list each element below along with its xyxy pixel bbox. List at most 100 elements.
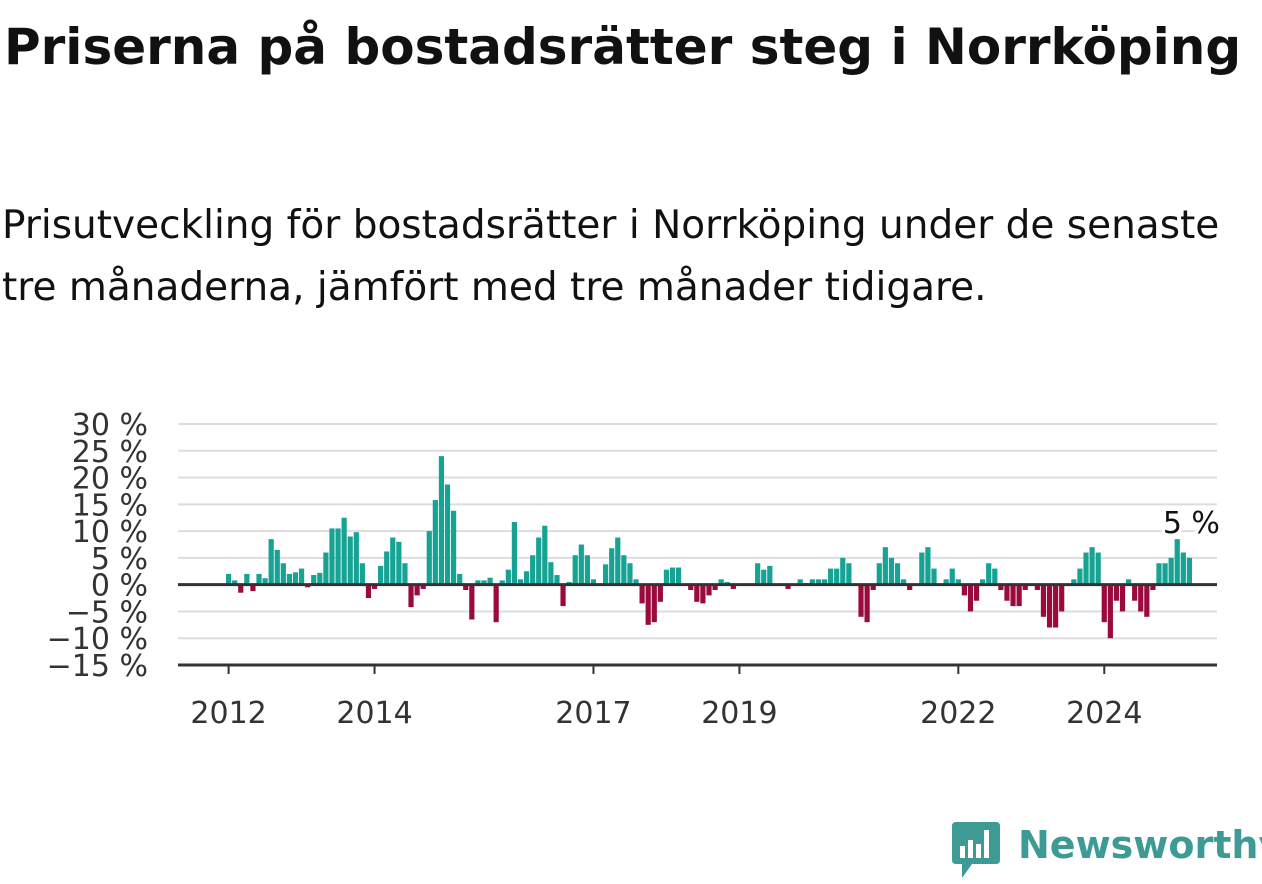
- bar: [317, 572, 323, 585]
- bar: [353, 532, 359, 585]
- newsworthy-logo-icon: [952, 822, 1000, 878]
- bar: [797, 579, 803, 585]
- bar: [384, 551, 390, 585]
- bar: [888, 557, 895, 585]
- bar: [973, 584, 980, 601]
- bar: [341, 517, 347, 585]
- bar: [1107, 584, 1113, 639]
- bar: [1040, 584, 1047, 617]
- bar: [1156, 563, 1162, 585]
- bar: [457, 573, 463, 585]
- bar: [536, 537, 542, 585]
- bar: [730, 584, 736, 589]
- bar: [1016, 584, 1022, 607]
- bar: [943, 579, 949, 585]
- bar: [840, 557, 846, 585]
- bar: [761, 569, 767, 585]
- bar: [426, 531, 432, 585]
- bar: [688, 584, 694, 591]
- bar: [1022, 584, 1028, 591]
- bar: [663, 569, 670, 585]
- bar: [809, 579, 815, 585]
- bar: [371, 584, 378, 589]
- bar: [262, 578, 268, 585]
- bar: [718, 579, 724, 585]
- bar: [645, 584, 651, 625]
- tick-labels: 30 %25 %20 %15 %10 %5 %0 %−5 %−10 %−15 %…: [47, 408, 1143, 730]
- bar: [1071, 579, 1077, 585]
- bar: [487, 577, 493, 585]
- bar: [706, 584, 712, 596]
- bar: [712, 584, 718, 591]
- bar: [505, 569, 511, 585]
- bar: [1010, 584, 1016, 607]
- brand-name: Newsworthy: [1018, 823, 1262, 867]
- bar: [894, 563, 901, 585]
- bar: [1144, 584, 1150, 617]
- bar: [669, 567, 676, 585]
- bar: [1150, 584, 1156, 591]
- bar: [286, 573, 293, 585]
- annotations: 5 %: [1159, 502, 1223, 544]
- bar: [1089, 547, 1095, 585]
- bar: [834, 568, 840, 585]
- bar: [876, 563, 882, 585]
- y-tick-label: 15 %: [72, 488, 148, 523]
- bar: [675, 567, 682, 585]
- bar: [298, 568, 305, 585]
- bar: [542, 525, 548, 585]
- bar: [469, 584, 475, 620]
- bar: [238, 584, 244, 593]
- bar: [1174, 539, 1180, 585]
- y-tick-label: −5 %: [66, 595, 148, 630]
- axes: [178, 583, 1217, 674]
- chart-subtitle: Prisutveckling för bostadsrätter i Norrk…: [2, 203, 1220, 310]
- y-tick-label: 30 %: [72, 408, 148, 443]
- bar: [554, 575, 560, 585]
- bar: [408, 584, 414, 608]
- bar: [323, 552, 329, 585]
- bar: [256, 573, 262, 585]
- bar: [603, 564, 609, 585]
- x-tick-label: 2024: [1066, 696, 1142, 730]
- bar: [615, 537, 621, 585]
- bar: [402, 563, 408, 585]
- bar: [578, 544, 584, 585]
- y-tick-label: 5 %: [91, 542, 148, 577]
- bar: [1138, 584, 1144, 612]
- bar: [846, 563, 852, 585]
- bar: [1053, 584, 1059, 628]
- bar: [961, 584, 968, 596]
- x-tick-label: 2012: [190, 696, 266, 730]
- bar: [463, 584, 469, 591]
- bar: [1132, 584, 1138, 601]
- bar: [633, 579, 639, 585]
- bar: [785, 584, 791, 589]
- bar: [955, 579, 961, 585]
- bar: [475, 580, 481, 585]
- x-tick-label: 2017: [555, 696, 631, 730]
- bar: [980, 579, 986, 585]
- bar: [274, 549, 280, 585]
- bar: [226, 573, 232, 585]
- bar: [639, 584, 645, 604]
- bar: [1034, 584, 1040, 591]
- bar: [700, 584, 706, 604]
- bar: [450, 510, 457, 585]
- bar: [335, 528, 341, 585]
- bar: [244, 573, 250, 585]
- bar: [1004, 584, 1010, 601]
- bar: [329, 528, 335, 585]
- bar: [694, 584, 700, 602]
- x-tick-label: 2014: [336, 696, 412, 730]
- bar: [548, 562, 554, 585]
- bar: [1077, 568, 1083, 585]
- bar: [858, 584, 864, 617]
- bar: [1095, 552, 1101, 585]
- bar: [311, 575, 317, 585]
- bar: [499, 580, 505, 585]
- bar: [250, 584, 256, 592]
- x-tick-label: 2022: [920, 696, 996, 730]
- bar-chart: 30 %25 %20 %15 %10 %5 %0 %−5 %−10 %−15 %…: [47, 408, 1224, 730]
- bar: [292, 572, 299, 585]
